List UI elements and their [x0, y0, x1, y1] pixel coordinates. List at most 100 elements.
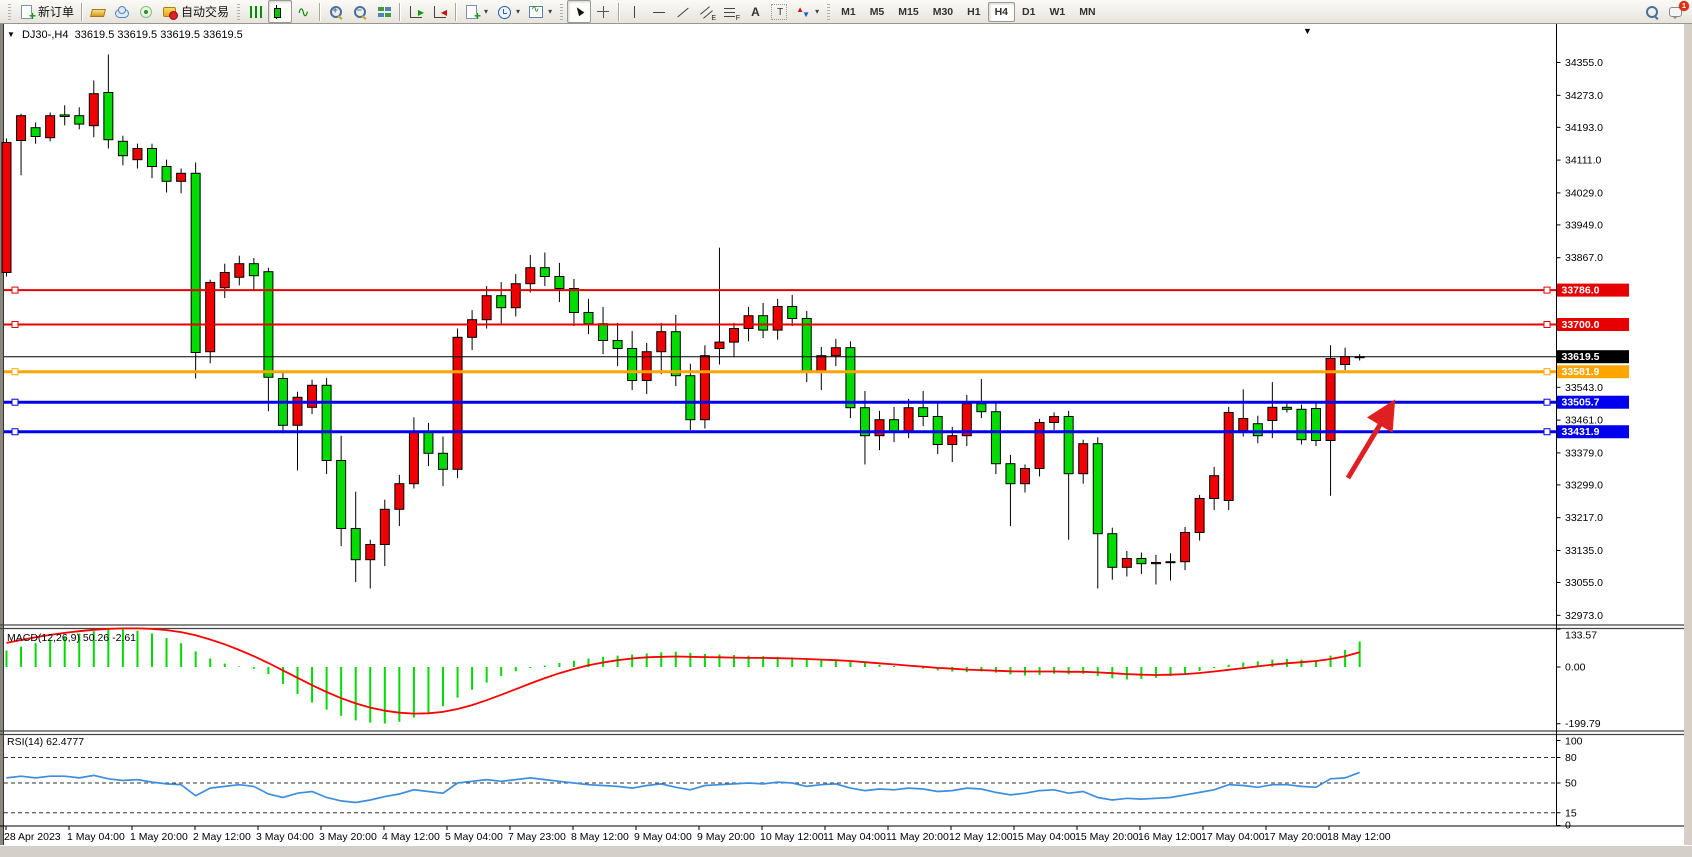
macd-layer[interactable]: [5, 627, 1361, 724]
vertical-line-icon[interactable]: [623, 0, 647, 23]
zoom-out-icon[interactable]: [348, 0, 372, 23]
hline-handle[interactable]: [11, 321, 19, 328]
auto-trading-button[interactable]: 自动交易: [158, 0, 233, 23]
bar-chart-icon[interactable]: [244, 0, 268, 23]
templates-icon[interactable]: ▾: [524, 0, 556, 23]
chat-icon[interactable]: 1: [1664, 0, 1689, 23]
toolbar-separator: [81, 2, 84, 21]
dropdown-arrow-icon[interactable]: ▾: [484, 7, 489, 16]
timeframe-m1-button[interactable]: M1: [841, 5, 856, 18]
svg-text:33700.0: 33700.0: [1562, 319, 1600, 331]
price-tick-label: 33949.0: [1565, 219, 1603, 231]
time-tick-label: 15 May 20:00: [1075, 831, 1139, 843]
search-icon[interactable]: [1640, 0, 1664, 23]
crosshair-icon[interactable]: [591, 0, 615, 23]
timeframe-m15-button[interactable]: M15: [898, 5, 919, 18]
timeframe-m5-button[interactable]: M5: [869, 5, 885, 18]
bear-candle: [568, 288, 579, 313]
horizontal-line-icon[interactable]: [647, 0, 671, 23]
timeframe-mn-button[interactable]: MN: [1079, 5, 1096, 18]
hline-handle[interactable]: [11, 368, 19, 376]
annotation-arrow[interactable]: [1345, 399, 1396, 480]
chart-window[interactable]: ▼ 34355.0 34273.0 34193.0 34111.0 34029.0 3394…: [0, 24, 1692, 845]
hline-handle[interactable]: [1543, 368, 1551, 376]
chart-canvas[interactable]: ▼ 34355.0 34273.0 34193.0 34111.0 34029.0 3394…: [0, 24, 1692, 845]
timeframe-d1-button[interactable]: D1: [1022, 5, 1036, 18]
rsi-layer[interactable]: [4, 757, 1557, 814]
price-tick-label: 34111.0: [1565, 155, 1602, 167]
resistance-line-2-badge[interactable]: [1557, 318, 1629, 331]
hline-handle[interactable]: [1543, 321, 1551, 328]
publish-cloud-icon: [114, 4, 130, 20]
support-line-1-badge[interactable]: [1557, 395, 1629, 409]
candlestick-chart-icon[interactable]: [268, 0, 293, 23]
text-icon[interactable]: [743, 0, 767, 23]
timeframe-h1-button[interactable]: H1: [967, 5, 981, 18]
tile-windows-icon[interactable]: [372, 0, 396, 23]
scroll-marker-icon: ▼: [1303, 26, 1312, 36]
hline-handle[interactable]: [1543, 398, 1551, 406]
fibonacci-icon[interactable]: F: [719, 0, 743, 23]
timeframe-m30-button[interactable]: M30: [932, 5, 954, 18]
current-price-badge[interactable]: [1557, 350, 1629, 364]
bull-candle: [729, 328, 739, 343]
zoom-in-icon[interactable]: [324, 0, 348, 23]
toolbar-drag-handle: [237, 3, 241, 20]
bear-candle: [1296, 408, 1307, 441]
chart-shift-icon[interactable]: [428, 0, 452, 23]
pivot-line-badge[interactable]: [1557, 365, 1629, 379]
hline-handle[interactable]: [11, 286, 19, 294]
dropdown-arrow-icon[interactable]: ▾: [516, 7, 521, 16]
hline-handle[interactable]: [1543, 286, 1551, 294]
hline-handle[interactable]: [11, 428, 19, 436]
bull-candle: [1121, 558, 1132, 568]
new-order-button[interactable]: 新订单: [15, 0, 78, 23]
bull-candle: [88, 93, 99, 127]
macd-indicator-label: MACD(12,26,9) 50.26 -2.61: [7, 632, 137, 644]
time-tick-label: 15 May 04:00: [1012, 831, 1076, 843]
time-tick-label: 9 May 04:00: [634, 831, 692, 843]
symbol-quote: 33619.5 33619.5 33619.5 33619.5: [74, 29, 243, 41]
indicators-icon[interactable]: ▾: [460, 0, 492, 23]
time-axis[interactable]: 28 Apr 2023 1 May 04:00 1 May 20:00 2 May 1…: [0, 825, 1684, 843]
dropdown-arrow-icon[interactable]: ▾: [548, 7, 553, 16]
support-line-2-badge[interactable]: [1557, 425, 1629, 439]
timeframe-w1-button[interactable]: W1: [1049, 5, 1066, 18]
signals-icon[interactable]: [134, 0, 158, 23]
bear-candle: [612, 340, 623, 349]
arrows-icon[interactable]: ▾: [791, 0, 823, 23]
resistance-line-1-badge[interactable]: [1557, 283, 1629, 297]
bull-candle: [714, 341, 725, 350]
svg-text:33619.5: 33619.5: [1562, 351, 1600, 363]
bear-candle: [670, 331, 681, 377]
text-label-icon[interactable]: [767, 0, 791, 23]
bar-chart-icon: [248, 4, 264, 20]
price-tick-label: 34355.0: [1565, 57, 1603, 69]
text-icon: [747, 4, 763, 20]
deposit-icon[interactable]: [86, 0, 110, 23]
bull-candle: [234, 263, 245, 278]
publish-cloud-icon[interactable]: [110, 0, 134, 23]
dropdown-arrow-icon[interactable]: ▾: [815, 7, 820, 16]
svg-text:50: 50: [1565, 778, 1577, 790]
equidistant-channel-icon: E: [699, 4, 716, 22]
symbol-dropdown-icon[interactable]: ▼: [7, 30, 15, 39]
bear-candle: [787, 306, 798, 319]
hline-handle[interactable]: [11, 398, 19, 406]
price-tick-label: 34193.0: [1565, 122, 1603, 134]
equidistant-channel-icon[interactable]: E: [695, 0, 719, 23]
price-axis[interactable]: 34355.0 34273.0 34193.0 34111.0 34029.0 33949…: [1556, 24, 1630, 826]
timeframe-h4-button[interactable]: H4: [987, 1, 1016, 22]
zoom-in-icon: [328, 4, 344, 20]
bear-candle: [758, 315, 769, 331]
arrows-icon: [795, 4, 811, 20]
line-chart-icon[interactable]: [292, 0, 316, 23]
hline-handle[interactable]: [1543, 428, 1551, 436]
svg-text:0.00: 0.00: [1565, 662, 1586, 674]
periods-icon[interactable]: ▾: [492, 0, 524, 23]
hlines-layer[interactable]: [4, 286, 1557, 436]
cursor-icon[interactable]: [567, 0, 592, 23]
trendline-icon[interactable]: [671, 0, 695, 23]
auto-scroll-icon[interactable]: [404, 0, 428, 23]
bull-candle: [365, 544, 376, 561]
